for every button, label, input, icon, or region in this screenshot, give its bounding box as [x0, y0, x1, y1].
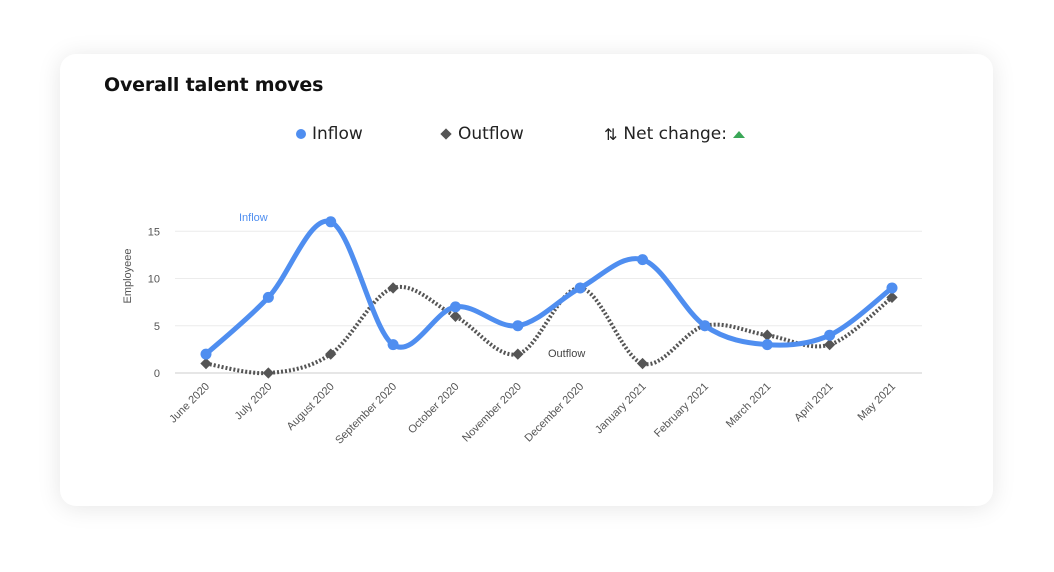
inflow-series	[200, 216, 898, 360]
y-tick-label: 10	[148, 274, 160, 286]
outflow-point[interactable]	[387, 282, 399, 294]
inflow-point[interactable]	[824, 329, 836, 341]
inflow-point[interactable]	[200, 348, 212, 360]
inflow-line	[203, 218, 895, 357]
outflow-series	[200, 282, 898, 379]
outflow-point[interactable]	[761, 329, 773, 341]
up-triangle-icon	[732, 130, 745, 138]
inflow-point[interactable]	[699, 320, 711, 332]
grid-lines	[175, 230, 922, 374]
card-title: Overall talent moves	[104, 74, 324, 96]
x-tick-label: February 2021	[652, 381, 711, 440]
inflow-point[interactable]	[574, 282, 586, 294]
outflow-point[interactable]	[886, 291, 898, 304]
inflow-point[interactable]	[449, 301, 461, 313]
annotation-outflow: Outflow	[548, 348, 585, 360]
x-tick-label: June 2020	[167, 381, 212, 426]
outflow-point[interactable]	[449, 310, 462, 322]
outflow-point[interactable]	[512, 348, 524, 360]
legend-item-inflow[interactable]: Inflow	[296, 124, 363, 144]
y-tick-label: 5	[154, 321, 160, 333]
legend-label-outflow: Outflow	[458, 124, 524, 144]
inflow-point[interactable]	[325, 216, 337, 228]
inflow-point[interactable]	[761, 339, 773, 351]
x-tick-label: August 2020	[285, 381, 337, 433]
outflow-line	[205, 284, 894, 376]
x-tick-label: July 2020	[233, 381, 275, 423]
x-tick-label: March 2021	[724, 381, 774, 431]
legend: Inflow Outflow ⇅ Net change:	[60, 124, 993, 148]
y-tick-label: 0	[154, 368, 160, 380]
x-tick-label: January 2021	[593, 381, 649, 437]
x-tick-label: November 2020	[460, 381, 524, 445]
legend-item-net-change[interactable]: ⇅ Net change:	[604, 124, 745, 144]
y-tick-label: 15	[148, 226, 160, 238]
y-axis-label: Employeee	[122, 248, 134, 303]
legend-item-outflow[interactable]: Outflow	[440, 124, 524, 144]
legend-label-inflow: Inflow	[312, 124, 363, 144]
annotation-inflow: Inflow	[239, 212, 268, 224]
line-chart: 0 5 10 15 Employeee June 2020 July 2020 Augus…	[122, 212, 922, 447]
outflow-point[interactable]	[262, 367, 275, 379]
outflow-point[interactable]	[823, 338, 836, 351]
chart-card: Overall talent moves Inflow Outflow ⇅ Ne…	[60, 54, 993, 506]
circle-marker-icon	[296, 129, 306, 139]
x-tick-label: September 2020	[333, 381, 399, 447]
x-tick-label: April 2021	[792, 381, 836, 425]
inflow-point[interactable]	[262, 291, 274, 303]
inflow-point[interactable]	[637, 254, 649, 266]
outflow-point[interactable]	[200, 357, 212, 370]
outflow-point[interactable]	[325, 348, 337, 360]
legend-label-net-change: Net change:	[623, 124, 727, 144]
y-tick-labels: 0 5 10 15	[148, 226, 160, 380]
inflow-point[interactable]	[512, 320, 524, 332]
up-down-arrows-icon: ⇅	[604, 124, 618, 144]
x-tick-label: October 2020	[406, 381, 462, 437]
inflow-point[interactable]	[387, 339, 399, 351]
x-tick-label: December 2020	[522, 381, 586, 445]
inflow-point[interactable]	[886, 282, 898, 294]
outflow-point[interactable]	[636, 357, 649, 370]
x-tick-label: May 2021	[855, 381, 898, 424]
